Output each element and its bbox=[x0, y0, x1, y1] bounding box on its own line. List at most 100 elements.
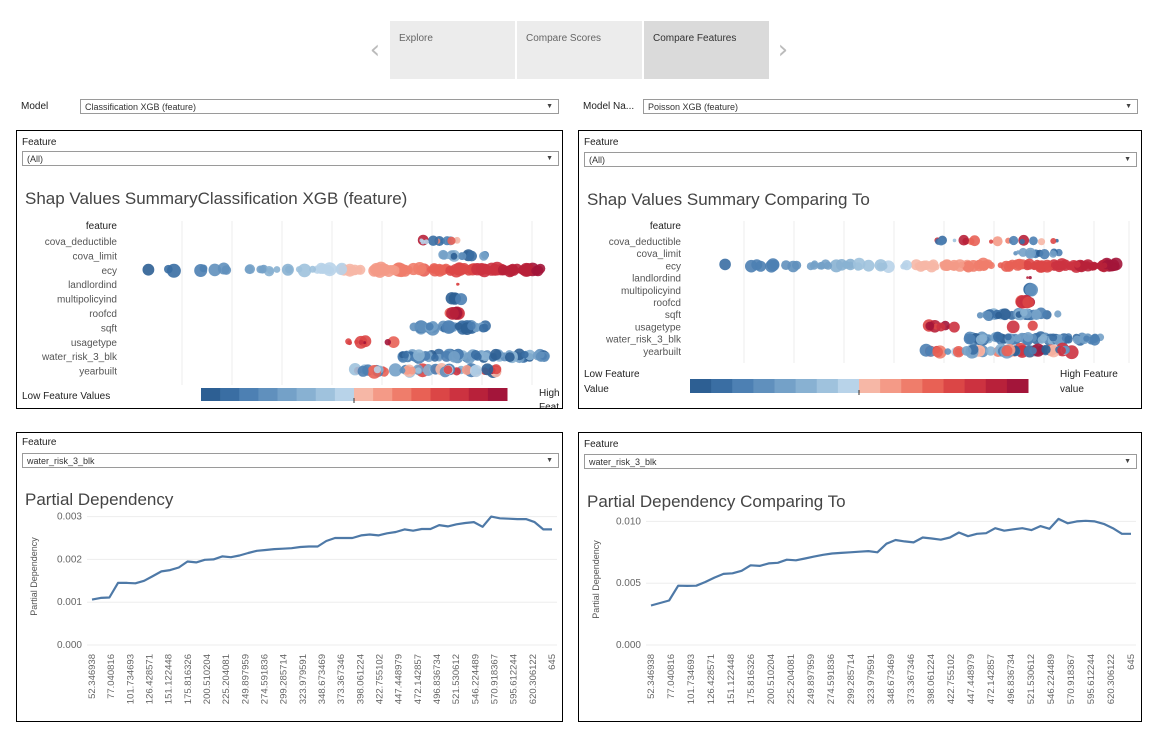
shap-point bbox=[208, 263, 222, 277]
x-tick-label: 521.530612 bbox=[451, 654, 462, 704]
shap-point bbox=[399, 367, 406, 374]
shap-point bbox=[765, 260, 778, 273]
shap-point bbox=[1073, 261, 1081, 268]
shap-point bbox=[997, 262, 1004, 269]
y-tick-label: 0.001 bbox=[57, 597, 82, 608]
legend-swatch bbox=[795, 379, 818, 393]
next-arrow-icon[interactable]: › bbox=[777, 35, 789, 65]
shap-point bbox=[948, 321, 960, 333]
shap-point bbox=[358, 339, 364, 345]
shap-point bbox=[936, 322, 946, 332]
tab-compare-scores[interactable]: Compare Scores bbox=[517, 21, 642, 79]
legend-swatch bbox=[315, 388, 336, 401]
model-name-select[interactable]: Poisson XGB (feature) ▼ bbox=[643, 99, 1138, 114]
feature-filter-select[interactable]: (All) ▼ bbox=[584, 152, 1137, 167]
shap-point bbox=[535, 263, 546, 274]
y-tick-label: 0.003 bbox=[57, 512, 82, 523]
legend-low-label-2: Value bbox=[584, 384, 609, 395]
y-tick-label: 0.010 bbox=[616, 516, 641, 527]
shap-point bbox=[958, 234, 970, 246]
shap-point bbox=[999, 308, 1011, 320]
shap-point bbox=[952, 346, 965, 358]
shap-point bbox=[983, 310, 993, 321]
shap-point bbox=[1001, 345, 1013, 357]
shap-point bbox=[995, 311, 1003, 319]
feature-label: yearbuilt bbox=[79, 367, 117, 378]
feature-label: cova_deductible bbox=[45, 237, 118, 248]
x-tick-label: 645 bbox=[547, 654, 558, 670]
feature-label: usagetype bbox=[635, 322, 682, 333]
shap-point bbox=[357, 365, 369, 377]
x-tick-label: 299.285714 bbox=[279, 654, 290, 704]
x-tick-label: 274.591836 bbox=[826, 654, 837, 704]
x-tick-label: 447.448979 bbox=[394, 654, 405, 704]
shap-point bbox=[385, 265, 394, 274]
shap-point bbox=[719, 258, 731, 271]
shap-point bbox=[479, 251, 489, 261]
shap-point bbox=[901, 260, 912, 271]
shap-point bbox=[456, 282, 460, 286]
previous-arrow-icon[interactable]: ‹ bbox=[369, 35, 381, 65]
legend-swatch bbox=[468, 388, 489, 401]
feature-filter-select[interactable]: water_risk_3_blk ▼ bbox=[584, 454, 1137, 469]
shap-point bbox=[1043, 261, 1054, 272]
shap-point bbox=[384, 339, 391, 346]
x-tick-label: 496.836734 bbox=[1006, 654, 1017, 704]
model-select[interactable]: Classification XGB (feature) ▼ bbox=[80, 99, 559, 114]
x-tick-label: 52.346938 bbox=[646, 654, 657, 699]
shap-point bbox=[409, 322, 419, 332]
tab-explore[interactable]: Explore bbox=[390, 21, 515, 79]
shap-point bbox=[1028, 276, 1032, 280]
shap-point bbox=[966, 334, 976, 344]
shap-point bbox=[368, 264, 381, 277]
chevron-down-icon: ▼ bbox=[1125, 103, 1132, 110]
model-name-label: Model Na... bbox=[583, 101, 635, 112]
shap-point bbox=[424, 239, 429, 245]
shap-point bbox=[958, 261, 965, 268]
x-tick-label: 422.755102 bbox=[946, 654, 957, 704]
chevron-down-icon: ▼ bbox=[1124, 458, 1131, 465]
tab-compare-features[interactable]: Compare Features bbox=[644, 21, 769, 79]
x-tick-label: 200.510204 bbox=[766, 654, 777, 704]
partial-dependency-panel-right: Feature water_risk_3_blk ▼ Partial Depen… bbox=[578, 432, 1142, 722]
feature-filter-select[interactable]: (All) ▼ bbox=[22, 151, 559, 166]
shap-point bbox=[979, 334, 988, 343]
pd-title-right: Partial Dependency Comparing To bbox=[587, 492, 846, 511]
shap-point bbox=[363, 341, 367, 345]
model-label: Model bbox=[21, 101, 49, 112]
x-tick-label: 225.204081 bbox=[221, 654, 232, 704]
x-tick-label: 595.612244 bbox=[509, 654, 520, 704]
x-tick-label: 348.673469 bbox=[886, 654, 897, 704]
shap-point bbox=[537, 351, 545, 359]
feature-filter-label: Feature bbox=[22, 437, 57, 448]
x-tick-label: 398.061224 bbox=[355, 654, 366, 704]
feature-filter-value: water_risk_3_blk bbox=[589, 457, 657, 467]
shap-point bbox=[518, 265, 527, 273]
shap-point bbox=[431, 354, 439, 362]
shap-point bbox=[940, 261, 950, 271]
x-tick-label: 348.673469 bbox=[317, 654, 328, 704]
shap-point bbox=[450, 252, 458, 260]
feature-filter-select[interactable]: water_risk_3_blk ▼ bbox=[22, 453, 559, 468]
shap-point bbox=[446, 307, 459, 320]
feature-label: cova_limit bbox=[73, 251, 118, 262]
shap-point bbox=[402, 351, 409, 359]
feature-label: yearbuilt bbox=[643, 347, 681, 358]
legend-swatch bbox=[711, 379, 733, 393]
x-tick-label: 373.367346 bbox=[906, 654, 917, 704]
shap-point bbox=[443, 365, 453, 375]
shap-point bbox=[1013, 258, 1025, 270]
legend-swatch bbox=[239, 388, 259, 401]
x-tick-label: 645 bbox=[1126, 654, 1137, 670]
shap-point bbox=[244, 265, 254, 274]
shap-point bbox=[992, 236, 1003, 247]
x-tick-label: 447.448979 bbox=[966, 654, 977, 704]
shap-point bbox=[1057, 346, 1066, 355]
shap-point bbox=[925, 260, 938, 273]
shap-point bbox=[419, 238, 424, 243]
shap-point bbox=[1050, 261, 1058, 269]
pd-chart-right: 0.000 0.005 0.010 Partial Dependency 52.3469… bbox=[591, 516, 1137, 704]
x-tick-label: 570.918367 bbox=[490, 654, 501, 704]
x-tick-label: 151.122448 bbox=[164, 654, 175, 704]
legend-swatch bbox=[753, 379, 775, 393]
